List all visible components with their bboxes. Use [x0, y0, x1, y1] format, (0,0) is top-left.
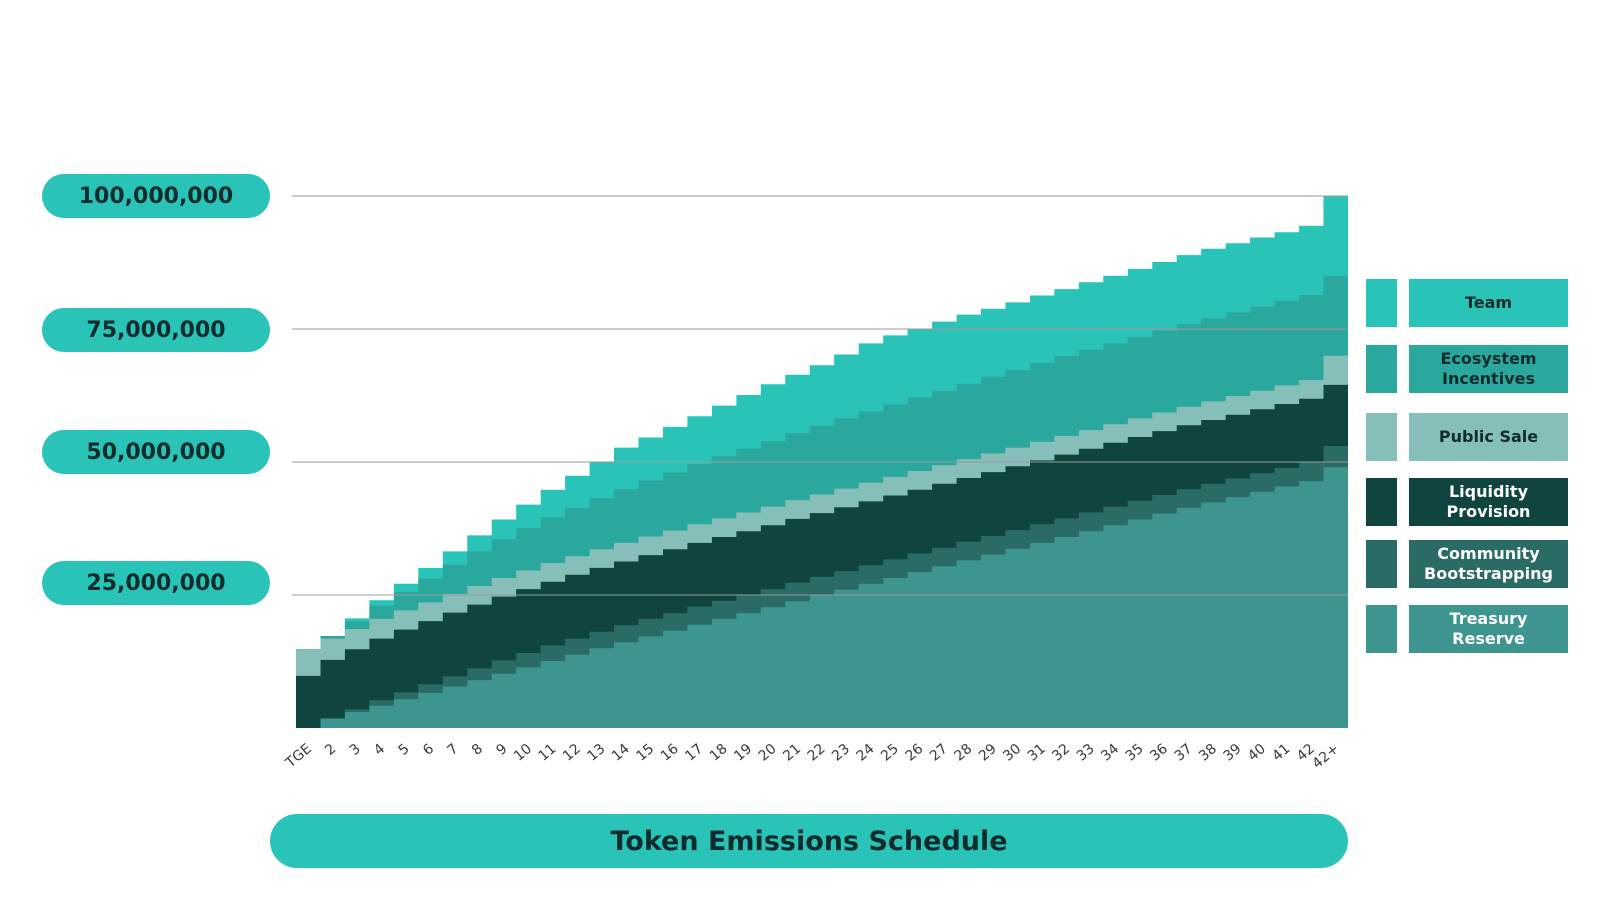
x-tick-label: 27 — [927, 741, 951, 765]
legend-label-ecosystem-incentives: Ecosystem Incentives — [1409, 345, 1568, 393]
y-tick-75m: 75,000,000 — [42, 308, 270, 352]
legend-swatch-public-sale — [1366, 413, 1397, 461]
legend-label-public-sale: Public Sale — [1409, 413, 1568, 461]
legend-swatch-team — [1366, 279, 1397, 327]
x-tick-label: 8 — [469, 741, 486, 759]
x-tick-label: 28 — [951, 741, 975, 765]
x-tick-label: 12 — [560, 741, 584, 765]
legend-swatch-community-bootstrapping — [1366, 540, 1397, 588]
x-tick-label: 16 — [658, 741, 682, 765]
x-tick-label: 2 — [322, 741, 339, 759]
chart-title: Token Emissions Schedule — [270, 814, 1348, 868]
legend-swatch-treasury-reserve — [1366, 605, 1397, 653]
x-tick-label: 40 — [1245, 741, 1269, 765]
x-tick-label: 34 — [1098, 741, 1122, 765]
x-tick-label: 36 — [1147, 741, 1171, 765]
chart-gridlines — [292, 195, 1348, 596]
legend-swatch-liquidity-provision — [1366, 478, 1397, 526]
legend-label-treasury-reserve: Treasury Reserve — [1409, 605, 1568, 653]
x-tick-label: 7 — [444, 741, 461, 759]
x-tick-label: 23 — [829, 741, 853, 765]
x-tick-label: 4 — [371, 741, 388, 759]
x-axis-ticks: TGE 2 3 4 5 6 7 8 9 10 11 12 13 14 15 16 17 18 19 20 21 22 23 2… — [282, 741, 1342, 772]
x-tick-label: 9 — [493, 741, 510, 759]
legend-label-liquidity-provision: Liquidity Provision — [1409, 478, 1568, 526]
x-tick-label: 3 — [347, 741, 364, 759]
x-tick-label: 33 — [1074, 741, 1098, 765]
series-area-treasury-reserve — [296, 467, 1348, 728]
x-tick-label: 24 — [854, 741, 878, 765]
x-tick-label: 19 — [731, 741, 755, 765]
x-tick-label: 25 — [878, 741, 902, 765]
y-tick-100m: 100,000,000 — [42, 174, 270, 218]
x-tick-label: 10 — [511, 741, 535, 765]
legend-swatch-ecosystem-incentives — [1366, 345, 1397, 393]
x-tick-label: 15 — [633, 741, 657, 765]
x-tick-label: 39 — [1221, 741, 1245, 765]
legend-label-community-bootstrapping: Community Bootstrapping — [1409, 540, 1568, 588]
x-tick-label: 18 — [707, 741, 731, 765]
x-tick-label: 22 — [805, 741, 829, 765]
x-tick-label: 20 — [756, 741, 780, 765]
x-tick-label: 31 — [1025, 741, 1049, 765]
y-tick-25m: 25,000,000 — [42, 561, 270, 605]
x-tick-label: 30 — [1000, 741, 1024, 765]
x-tick-label: 32 — [1049, 741, 1073, 765]
x-tick-label: 6 — [420, 741, 437, 759]
x-tick-label: 13 — [584, 741, 608, 765]
x-tick-label: 38 — [1196, 741, 1220, 765]
legend-label-team: Team — [1409, 279, 1568, 327]
x-tick-label: 29 — [976, 741, 1000, 765]
x-tick-label: 35 — [1123, 741, 1147, 765]
x-tick-label: 21 — [780, 741, 804, 765]
x-tick-label: TGE — [282, 741, 315, 772]
x-tick-label: 41 — [1269, 741, 1293, 765]
y-tick-50m: 50,000,000 — [42, 430, 270, 474]
x-tick-label: 42+ — [1309, 741, 1342, 772]
x-tick-label: 11 — [536, 741, 560, 765]
x-tick-label: 26 — [902, 741, 926, 765]
x-tick-label: 5 — [396, 741, 413, 759]
x-tick-label: 17 — [682, 741, 706, 765]
x-tick-label: 14 — [609, 741, 633, 765]
x-tick-label: 37 — [1172, 741, 1196, 765]
